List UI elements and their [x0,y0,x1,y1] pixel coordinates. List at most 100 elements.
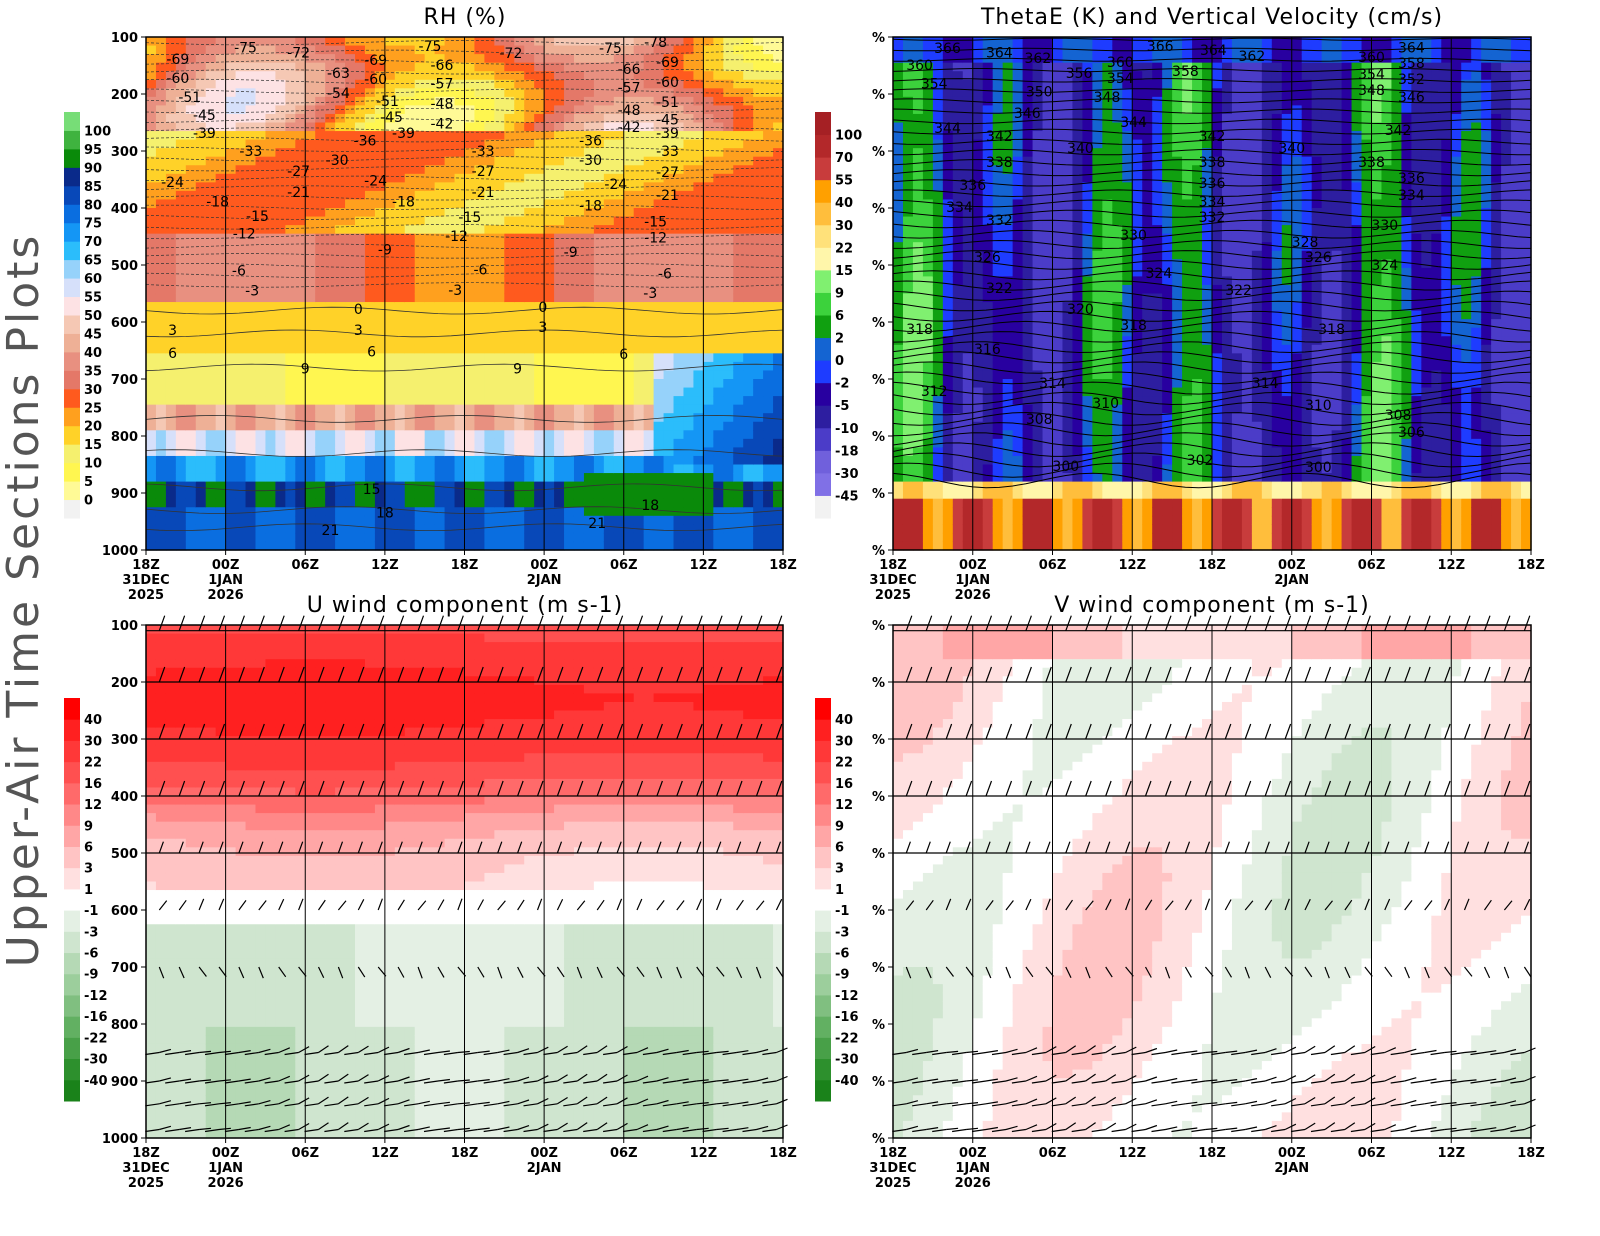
contour-cell [464,464,476,474]
contour-label: 9 [301,362,310,378]
contour-cell [962,430,974,440]
contour-cell [673,225,685,235]
contour-cell [374,208,386,218]
contour-cell [165,225,177,235]
contour-cell [713,242,724,252]
contour-cell [763,242,774,252]
contour-cell [603,233,615,243]
contour-cell [155,455,167,466]
contour-cell [404,507,416,517]
contour-cell [524,165,535,175]
contour-cell [474,54,485,64]
contour-cell [434,396,446,406]
contour-cell [982,88,994,98]
contour-cell [345,379,356,389]
contour-cell [434,310,446,320]
contour-cell [573,96,585,106]
contour-cell [146,190,157,201]
contour-cell [573,79,585,89]
contour-cell [564,319,575,329]
contour-cell [1022,71,1034,81]
contour-cell [414,310,426,320]
contour-cell [693,344,704,354]
contour-cell [374,541,386,551]
contour-cell [295,490,306,500]
contour-cell [414,216,426,226]
contour-cell [564,182,575,192]
contour-cell [295,336,306,346]
contour-cell [763,344,774,354]
contour-cell [494,131,505,141]
contour-cell [643,310,655,320]
contour-cell [723,131,734,141]
contour-cell [404,276,416,286]
contour-cell [524,353,535,363]
contour-cell [364,199,376,209]
contour-cell [524,156,535,166]
contour-cell [374,336,386,346]
contour-cell [345,233,356,243]
contour-cell [713,413,724,423]
contour-cell [255,524,267,534]
contour-cell [613,62,625,72]
contour-cell [165,173,177,183]
contour-cell [494,216,505,226]
contour-cell [305,284,316,295]
contour-cell [723,421,734,431]
contour-cell [922,447,934,457]
contour-cell [345,327,356,337]
contour-cell [753,208,764,218]
contour-cell [1042,131,1054,141]
contour-cell [394,473,406,483]
contour-cell [384,88,396,98]
contour-cell [195,71,207,81]
contour-cell [275,88,286,98]
contour-cell [544,327,555,337]
contour-cell [295,54,306,64]
contour-cell [653,396,665,406]
contour-cell [922,267,934,277]
contour-cell [165,387,177,397]
contour-cell [275,344,286,354]
contour-cell [404,173,416,183]
contour-cell [962,353,974,363]
contour-cell [514,293,525,303]
contour-cell [633,267,645,277]
contour-cell [922,515,934,525]
temperature-contour [145,69,784,75]
contour-cell [275,413,286,423]
contour-label: -54 [327,86,350,102]
colorbar-swatch [64,407,80,427]
contour-cell [384,267,396,277]
contour-cell [504,524,515,534]
contour-cell [434,541,446,551]
contour-cell [155,464,167,474]
contour-cell [683,131,695,141]
contour-cell [554,532,565,543]
contour-cell [265,45,276,55]
contour-cell [165,233,177,243]
contour-cell [195,62,207,72]
contour-cell [912,45,924,55]
contour-cell [215,379,227,389]
contour-cell [355,370,366,380]
contour-cell [394,54,406,64]
contour-cell [554,173,565,183]
contour-cell [544,336,555,346]
contour-cell [1022,148,1034,158]
contour-cell [1042,105,1054,115]
colorbar-label: 100 [84,125,111,140]
contour-cell [494,464,505,474]
contour-cell [952,507,964,517]
contour-cell [982,464,994,474]
contour-cell [245,37,257,47]
contour-cell [683,225,695,235]
contour-cell [195,54,207,64]
contour-cell [165,276,177,286]
contour-cell [593,421,605,431]
contour-cell [474,225,485,235]
contour-cell [305,250,316,260]
contour-cell [494,79,505,89]
contour-cell [713,498,724,508]
contour-cell [355,319,366,329]
